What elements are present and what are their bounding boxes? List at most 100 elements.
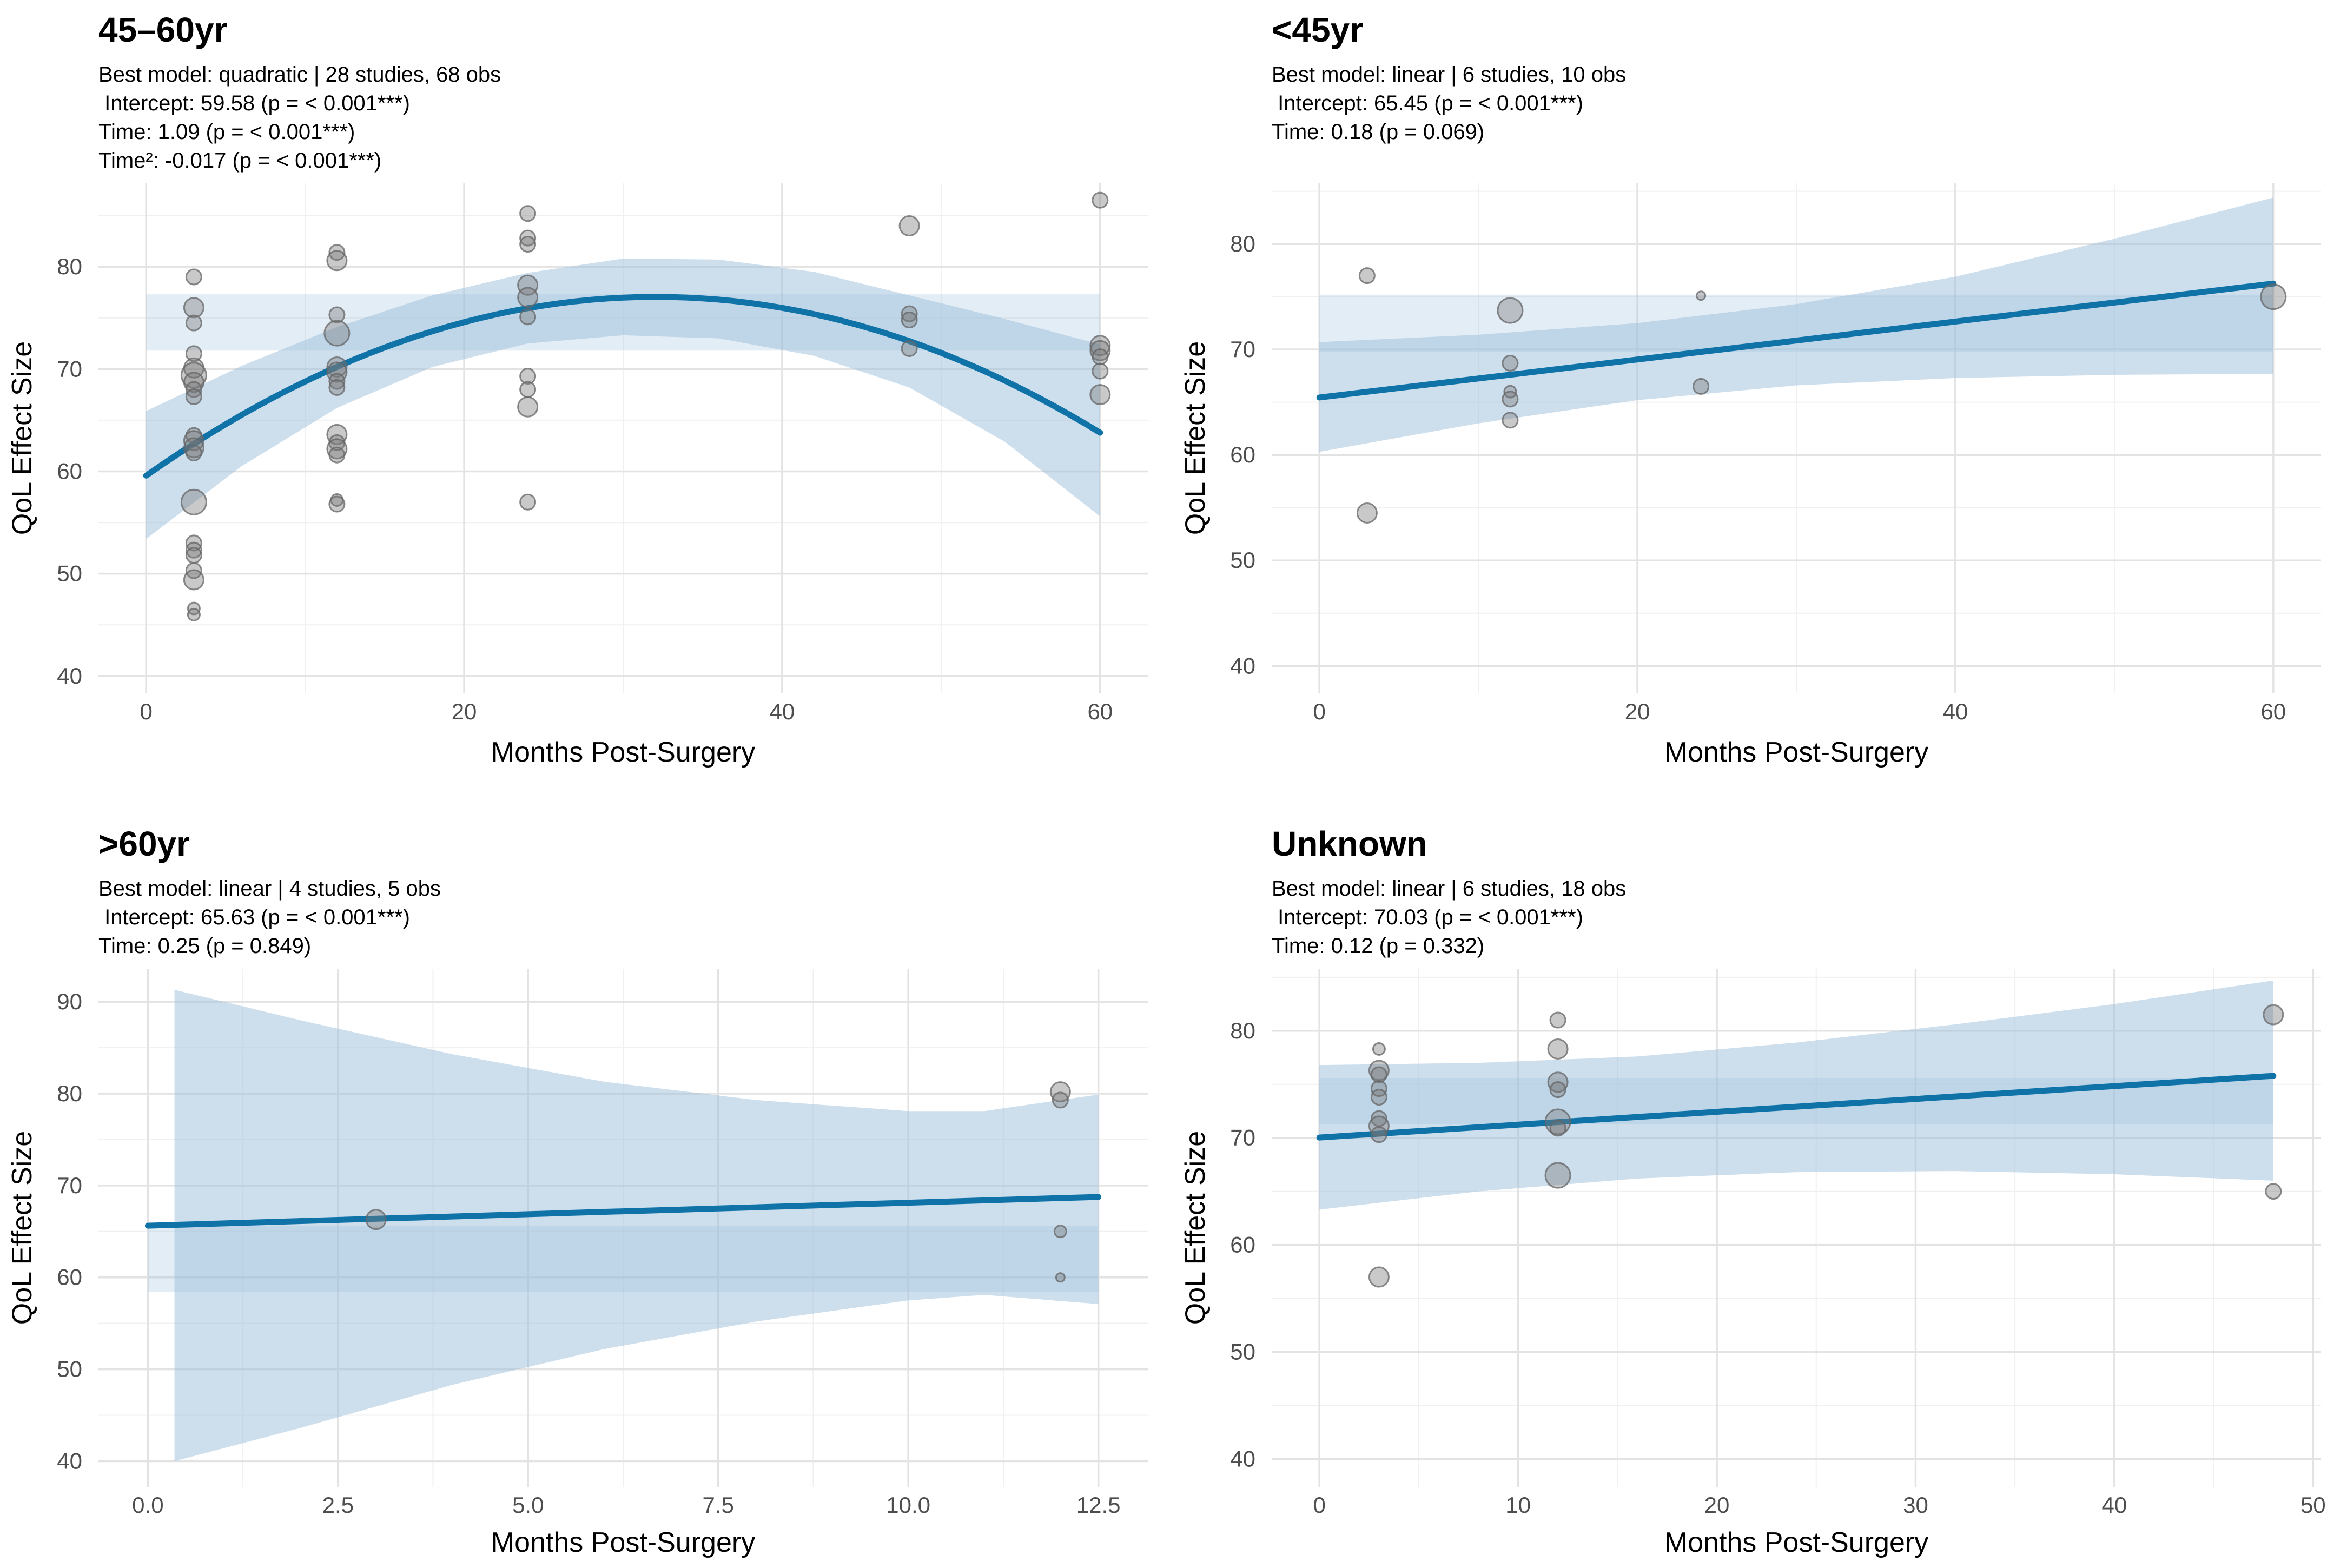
data-point [183,430,204,452]
data-point [1089,384,1111,406]
data-point [185,268,202,286]
x-tick-label: 20 [452,699,477,724]
data-point [519,493,537,511]
data-point [183,297,204,319]
y-tick-label: 40 [1230,653,1255,678]
x-tick-label: 5.0 [512,1492,544,1518]
data-point [517,274,539,296]
axis-tick-labels: 0.0 2.5 5.0 7.5 10.0 12.5 40 50 60 70 80 90 [57,989,1120,1518]
data-point [2265,1183,2282,1200]
y-tick-label: 60 [1230,1232,1255,1258]
data-point [519,229,537,247]
scatter-plot-unknown: 0 10 20 30 40 50 40 50 60 70 80 Months Post-Surgery… [1180,969,2326,1558]
x-tick-label: 7.5 [703,1492,734,1518]
x-tick-label: 0 [1313,1492,1326,1518]
stat-line-intercept: Intercept: 59.58 (p = < 0.001***) [98,91,410,115]
x-tick-label: 20 [1704,1492,1730,1518]
data-point [517,396,539,418]
data-point [519,205,537,222]
data-point [185,388,202,405]
data-point [185,345,202,362]
stat-line-intercept: Intercept: 65.63 (p = < 0.001***) [98,905,410,929]
data-point [328,379,346,396]
y-tick-label: 50 [57,561,82,586]
data-point [326,250,348,272]
data-points [365,1081,1071,1283]
data-point [328,306,346,323]
data-point [1368,1266,1390,1288]
y-tick-label: 90 [57,989,82,1014]
data-point [1502,355,1519,372]
stat-line-time: Time: 0.12 (p = 0.332) [1272,934,1485,958]
x-tick-label: 10.0 [886,1492,930,1518]
data-point [1358,267,1376,285]
axis-tick-labels: 0 20 40 60 40 50 60 70 80 [57,254,1113,724]
data-point [1502,391,1519,408]
x-axis-title: Months Post-Surgery [1664,1527,1928,1558]
x-tick-label: 40 [770,699,795,724]
panel-over-60yr: >60yr Best model: linear | 4 studies, 5 … [0,784,1174,1568]
x-tick-label: 0 [140,699,153,724]
y-tick-label: 70 [57,356,82,381]
y-axis-title: QoL Effect Size [6,341,38,535]
x-tick-label: 50 [2300,1492,2326,1518]
stat-line-intercept: Intercept: 70.03 (p = < 0.001***) [1272,905,1583,929]
stat-line-model: Best model: linear | 6 studies, 18 obs [1272,877,1627,901]
data-point [1372,1042,1386,1056]
stat-line-model: Best model: linear | 4 studies, 5 obs [98,877,441,901]
stat-line-time: Time: 1.09 (p = < 0.001***) [98,120,355,144]
data-point [1370,1066,1387,1083]
panel-title: Unknown [1272,824,1427,863]
x-tick-label: 40 [2102,1492,2127,1518]
y-tick-label: 70 [57,1173,82,1198]
data-point [1549,1120,1566,1137]
data-point [2260,283,2287,310]
x-tick-label: 0 [1313,699,1326,724]
x-tick-label: 12.5 [1076,1492,1121,1518]
data-point [519,368,537,385]
stat-line-intercept: Intercept: 65.45 (p = < 0.001***) [1272,91,1583,115]
regression-line [144,1194,1102,1229]
data-point [1370,1110,1387,1127]
data-points [1356,267,2287,524]
y-tick-label: 80 [1230,231,1255,256]
panel-45-60yr: 45–60yr Best model: quadratic | 28 studi… [0,0,1174,784]
axis-tick-labels: 0 10 20 30 40 50 40 50 60 70 80 [1230,1018,2325,1518]
data-point [1089,340,1111,361]
y-tick-label: 70 [1230,336,1255,362]
x-tick-label: 30 [1903,1492,1928,1518]
data-point [898,215,920,236]
x-tick-label: 60 [2260,699,2286,724]
data-point [1693,378,1710,395]
data-point [1544,1162,1571,1189]
data-point [180,488,207,515]
data-point [1370,1080,1387,1097]
data-point [519,381,537,398]
regression-line [143,294,1103,479]
data-point [183,437,204,459]
x-tick-label: 2.5 [322,1492,354,1518]
data-point [180,362,207,389]
data-point [326,361,348,383]
data-point [1368,1115,1390,1137]
y-tick-label: 40 [57,663,82,689]
stat-line-time: Time: 0.18 (p = 0.069) [1272,120,1485,144]
panel-header: <45yr Best model: linear | 6 studies, 10… [1272,11,1626,147]
data-point [1549,1011,1566,1029]
data-point [328,446,346,464]
data-point [187,607,201,621]
data-point [1092,348,1109,366]
data-point [323,320,351,347]
data-points [1368,1004,2284,1288]
data-point [1092,191,1109,209]
confidence-band [1319,980,2273,1210]
data-point [365,1209,387,1230]
stat-line-time: Time: 0.25 (p = 0.849) [98,934,312,958]
stat-line-model: Best model: quadratic | 28 studies, 68 o… [98,63,501,87]
regression-line [1316,1073,2277,1141]
data-point [1092,362,1109,380]
data-point [1356,502,1378,524]
data-points [180,191,1111,621]
data-point [328,373,346,390]
